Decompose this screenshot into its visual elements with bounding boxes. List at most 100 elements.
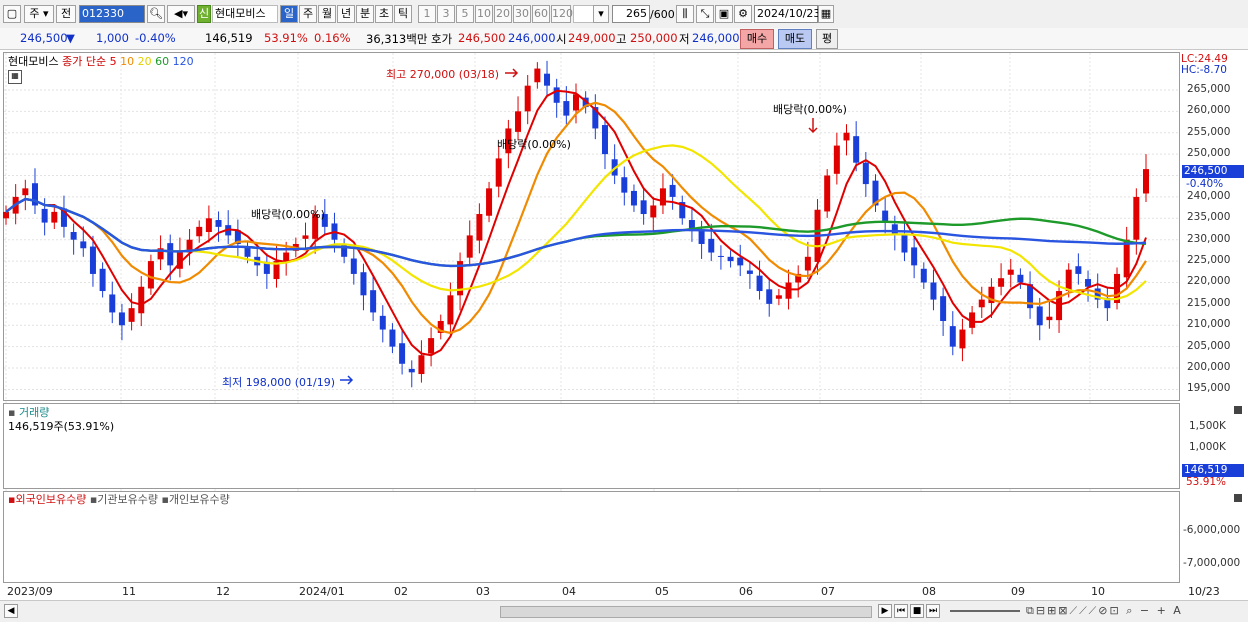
tab-minute[interactable]: 분 <box>356 5 374 23</box>
save-icon[interactable]: ▣ <box>715 5 733 23</box>
candle-body <box>978 299 985 308</box>
scroll-left-icon[interactable]: ◀ <box>4 604 18 618</box>
legend-indiv: 개인보유수량 <box>168 493 230 506</box>
sell-button[interactable]: 매도 <box>778 29 812 49</box>
gear-icon[interactable]: ⚙ <box>734 5 752 23</box>
candle-body <box>524 85 531 112</box>
candle-body <box>843 132 850 141</box>
candle-body <box>630 190 637 206</box>
date-input[interactable]: 2024/10/23 <box>754 5 820 23</box>
candle-body <box>795 273 802 283</box>
price-tick-label: 235,000 <box>1187 211 1231 224</box>
count-input[interactable]: 265 <box>612 5 650 23</box>
candle-body <box>138 286 145 314</box>
chart-tools-icons[interactable]: ⧉⊟⊞⊠⟋⟋⟋⊘⊡ ⌕ − + A <box>1026 604 1183 617</box>
tab-second[interactable]: 초 <box>375 5 393 23</box>
candle-body <box>544 73 551 86</box>
candle-body <box>882 210 889 223</box>
candle-body <box>466 235 473 258</box>
period2-button[interactable]: 전 <box>56 5 76 23</box>
buy-button[interactable]: 매수 <box>740 29 774 49</box>
price-tick-label: 200,000 <box>1187 361 1231 374</box>
candle-body <box>1046 316 1053 321</box>
candle-body <box>563 101 570 116</box>
num-120[interactable]: 120 <box>551 5 573 23</box>
holding-panel[interactable] <box>3 491 1180 583</box>
toolbar: ▢ 주 ▾ 전 012330 🔍︎ ◀▾ 신 현대모비스 일 주 월 년 분 초… <box>0 0 1248 29</box>
candle-type-icon[interactable]: ⫼ <box>676 5 694 23</box>
x-tick-label: 08 <box>922 585 936 598</box>
candle-body <box>737 257 744 266</box>
price-tick-label: 215,000 <box>1187 296 1231 309</box>
candle-body <box>601 125 608 155</box>
num-20[interactable]: 20 <box>494 5 512 23</box>
candle-body <box>31 183 38 206</box>
num-5[interactable]: 5 <box>456 5 474 23</box>
candle-body <box>785 282 792 299</box>
draw-tools-icon[interactable]: ⤡ <box>696 5 714 23</box>
candle-body <box>515 111 522 132</box>
volume-pct-tag: 53.91% <box>1186 476 1227 488</box>
candle-body <box>1123 239 1130 278</box>
num-60[interactable]: 60 <box>532 5 550 23</box>
candle-body <box>176 252 183 269</box>
holding-close-icon[interactable] <box>1234 494 1242 502</box>
candle-body <box>756 275 763 292</box>
candle-body <box>3 211 9 219</box>
candle-body <box>804 256 811 271</box>
price-tick-label: 250,000 <box>1187 147 1231 160</box>
num-30[interactable]: 30 <box>513 5 531 23</box>
avg-button[interactable]: 평 <box>816 29 838 49</box>
candle-body <box>360 272 367 296</box>
calendar-icon[interactable]: ▦ <box>818 5 834 23</box>
candle-body <box>128 308 135 322</box>
grid-table-icon[interactable]: ▦ <box>8 70 22 84</box>
holding-legend: ▪외국인보유수량 ▪기관보유수량 ▪개인보유수량 <box>8 493 230 506</box>
tab-year[interactable]: 년 <box>337 5 355 23</box>
tab-month[interactable]: 월 <box>318 5 336 23</box>
prev-page-icon[interactable]: ⏮ <box>894 604 908 618</box>
x-tick-label: 09 <box>1011 585 1025 598</box>
candle-body <box>940 296 947 321</box>
x-tick-label: 06 <box>739 585 753 598</box>
candle-body <box>920 268 927 283</box>
num-1[interactable]: 1 <box>418 5 436 23</box>
candle-body <box>911 247 918 266</box>
candle-body <box>60 208 67 227</box>
next-page-icon[interactable]: ⏭ <box>926 604 940 618</box>
scroll-bar[interactable]: ◀ ▶ ⏮ ■ ⏭ ⧉⊟⊞⊠⟋⟋⟋⊘⊡ ⌕ − + A <box>0 600 1248 622</box>
hold-tick-6m: -6,000,000 <box>1183 524 1241 536</box>
volume-close-icon[interactable] <box>1234 406 1242 414</box>
candle-body <box>399 343 406 364</box>
candle-body <box>147 261 154 289</box>
candle-body <box>408 368 415 373</box>
stop-icon[interactable]: ■ <box>910 604 924 618</box>
legend-ma20: 20 <box>137 55 152 68</box>
volume-panel[interactable] <box>3 403 1180 489</box>
scroll-thumb[interactable] <box>500 606 872 618</box>
tab-week[interactable]: 주 <box>299 5 317 23</box>
zoom-slider[interactable] <box>950 610 1020 612</box>
tab-day[interactable]: 일 <box>280 5 298 23</box>
window-icon[interactable]: ▢ <box>3 5 21 23</box>
candle-body <box>418 355 425 375</box>
high-price: 250,000 <box>630 31 678 45</box>
scroll-right-icon[interactable]: ▶ <box>878 604 892 618</box>
candle-body <box>1133 196 1140 240</box>
candle-body <box>167 243 174 266</box>
num-3[interactable]: 3 <box>437 5 455 23</box>
candle-body <box>312 214 319 239</box>
candle-body <box>1036 306 1043 326</box>
price-tick-label: 220,000 <box>1187 275 1231 288</box>
stock-name-field[interactable]: 현대모비스 <box>212 5 278 23</box>
search-icon[interactable]: 🔍︎ <box>147 5 165 23</box>
sound-icon[interactable]: ◀▾ <box>167 5 195 23</box>
stock-code-input[interactable]: 012330 <box>79 5 145 23</box>
candle-body <box>379 315 386 330</box>
num-10[interactable]: 10 <box>475 5 493 23</box>
high-arrow-icon <box>505 68 519 78</box>
tab-tick[interactable]: 틱 <box>394 5 412 23</box>
period-dropdown-icon[interactable]: ▾ <box>593 5 609 23</box>
legend-ma60: 60 <box>155 55 170 68</box>
period-select[interactable]: 주 ▾ <box>24 5 54 23</box>
